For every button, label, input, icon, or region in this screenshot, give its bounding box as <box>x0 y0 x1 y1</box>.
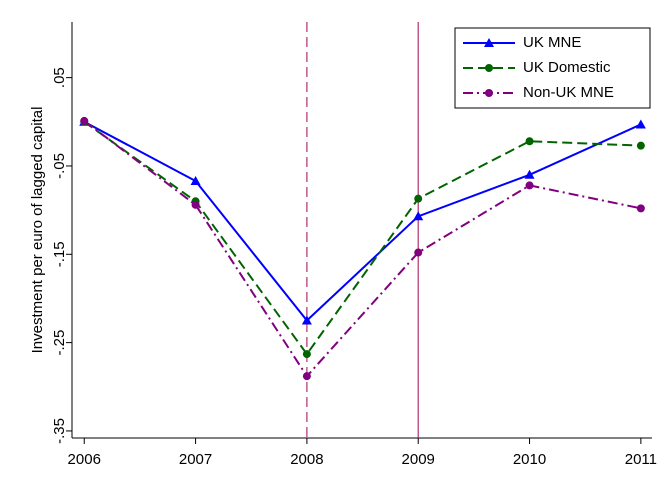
legend-label: Non-UK MNE <box>523 84 614 101</box>
marker <box>413 211 424 221</box>
marker <box>525 181 534 190</box>
marker <box>414 194 423 203</box>
y-tick-label: -.15 <box>51 241 68 267</box>
marker <box>636 204 645 213</box>
marker <box>636 141 645 150</box>
y-axis-label: Investment per euro of lagged capital <box>29 107 46 354</box>
y-tick-label: -.05 <box>51 153 68 179</box>
legend-marker <box>484 38 494 47</box>
marker <box>190 175 201 185</box>
series-line <box>83 120 642 378</box>
marker <box>524 169 535 179</box>
marker <box>635 119 646 129</box>
marker <box>302 372 311 381</box>
y-tick-label: .05 <box>51 67 68 88</box>
x-tick-label: 2008 <box>290 451 323 468</box>
x-tick-label: 2011 <box>625 451 657 468</box>
series-line <box>83 120 641 356</box>
series-line <box>83 120 642 323</box>
x-tick-label: 2006 <box>68 451 101 468</box>
marker <box>301 315 312 325</box>
legend-marker <box>485 64 493 72</box>
x-tick-label: 2010 <box>513 451 546 468</box>
y-tick-label: -.25 <box>51 330 68 356</box>
marker <box>525 137 534 146</box>
marker <box>414 248 423 257</box>
legend: UK MNE UK Domestic Non-UK MNE <box>454 27 651 109</box>
legend-label: UK Domestic <box>523 59 611 76</box>
legend-marker <box>485 89 493 97</box>
legend-label: UK MNE <box>523 34 581 51</box>
x-tick-label: 2007 <box>179 451 212 468</box>
marker <box>80 116 89 125</box>
marker <box>191 200 200 209</box>
x-tick-label: 2009 <box>402 451 435 468</box>
marker <box>302 350 311 359</box>
y-tick-label: -.35 <box>51 418 68 444</box>
